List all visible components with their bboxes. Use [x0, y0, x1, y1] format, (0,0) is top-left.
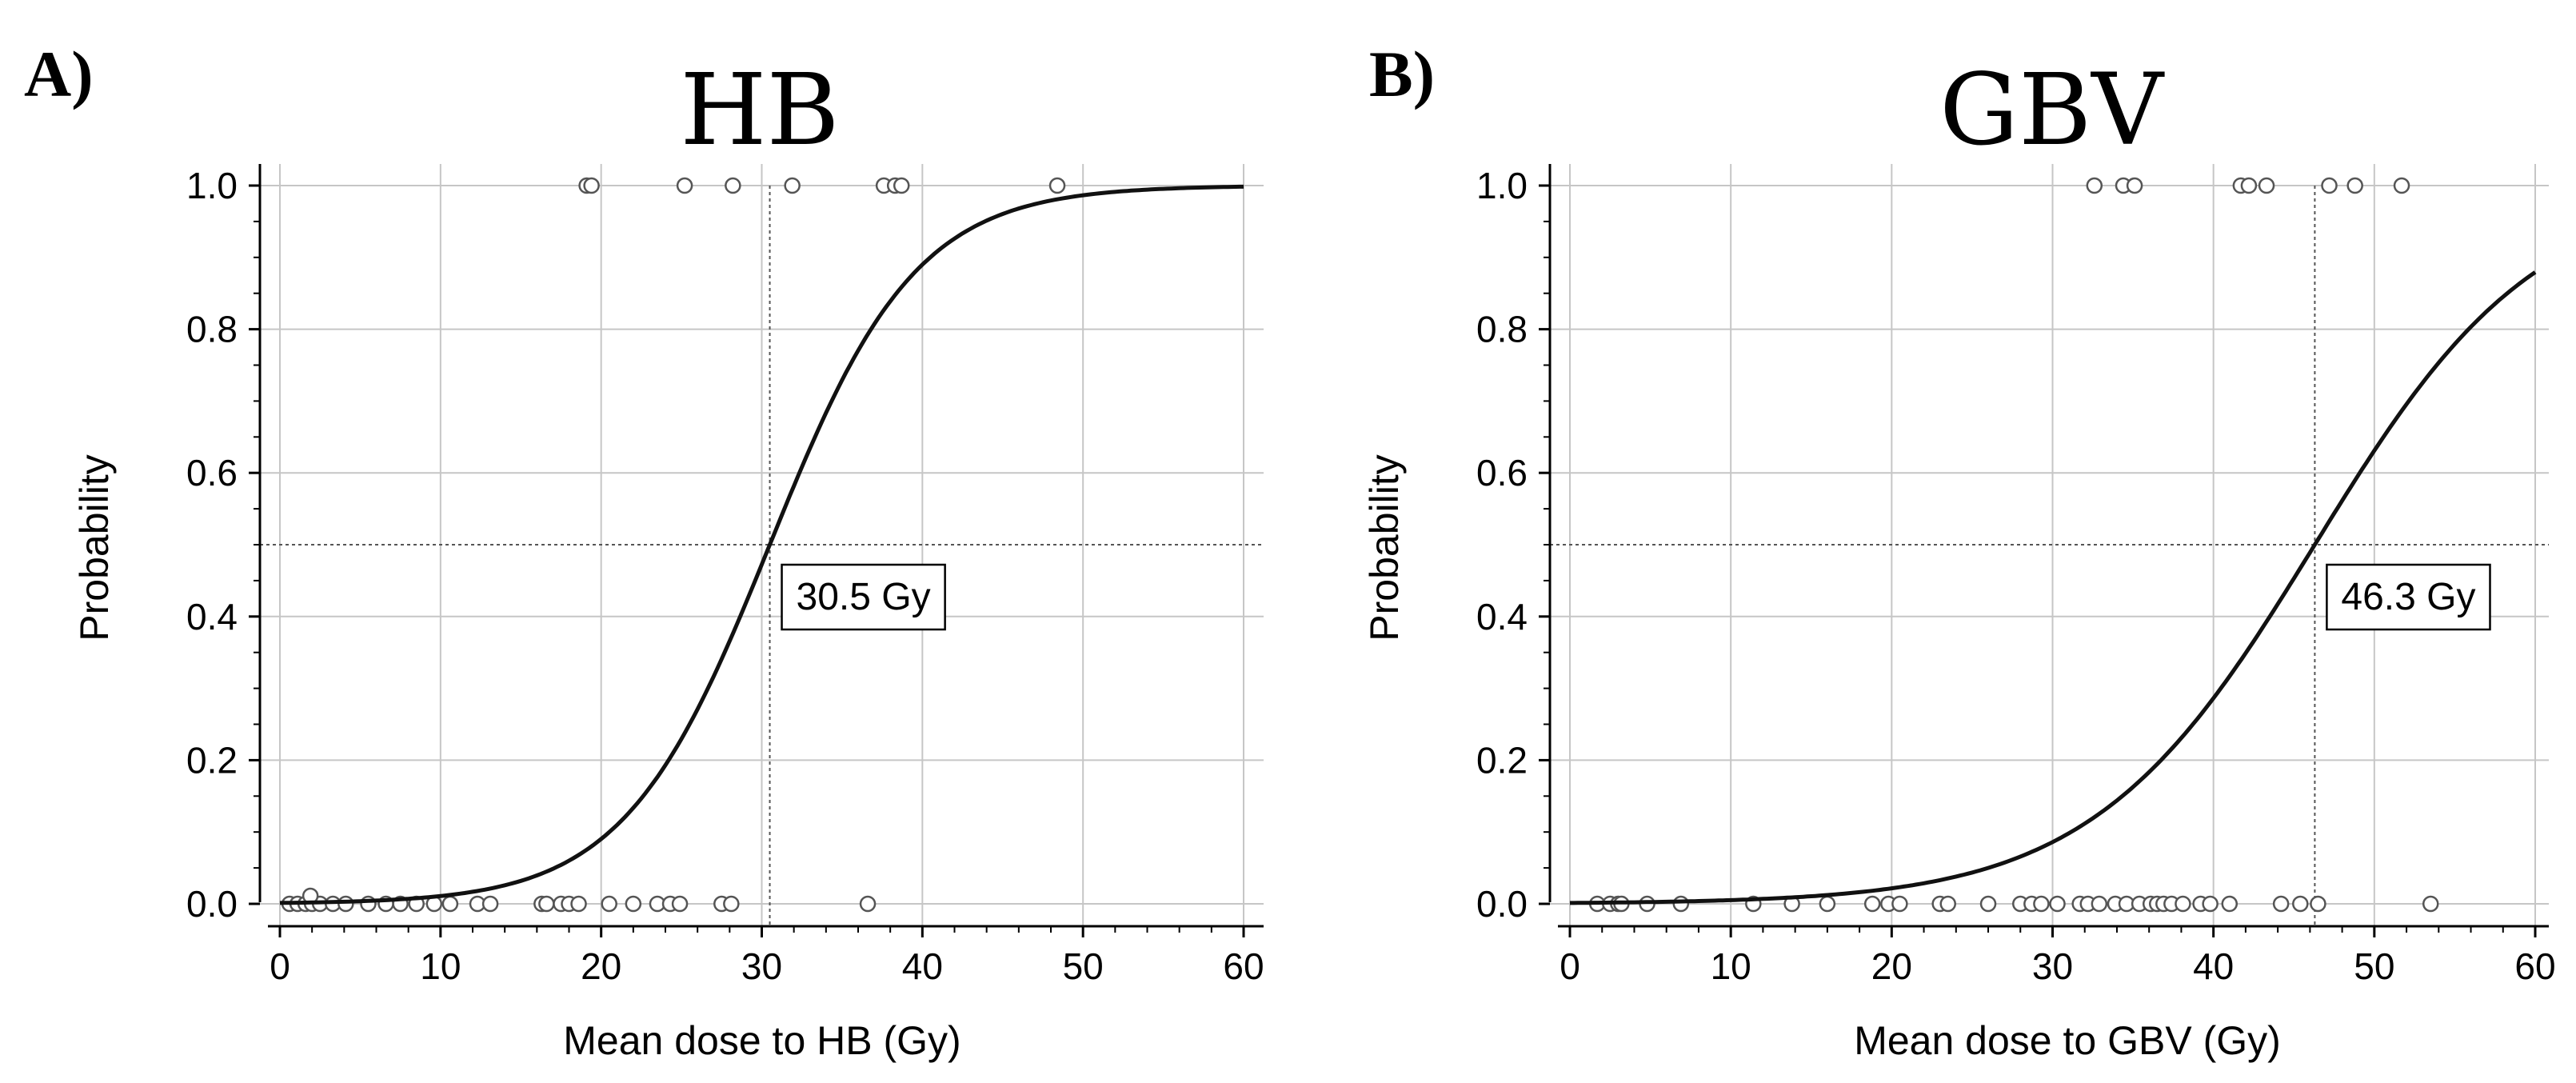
panel-a: A) HB 0 10 20 30 40 50 60 0.0 0.2 0.4 0.6 0.8 1.0 M…	[24, 38, 1264, 1063]
panel-b-nonevent-point	[1979, 895, 1997, 913]
panel-b-x-tick-label: 20	[1871, 945, 1912, 987]
panel-b-nonevent-point	[1939, 895, 1956, 913]
panel-b-y-tick-label: 0.0	[1476, 883, 1528, 925]
panel-a-x-tick-label: 60	[1223, 945, 1264, 987]
panel-a-y-tick-label: 0.6	[186, 452, 238, 494]
panel-b-y-axis-label: Probability	[1362, 454, 1407, 641]
panel-b-event-point	[2258, 177, 2275, 194]
panel-a-event-point	[893, 177, 910, 194]
panel-b-x-tick-label: 30	[2032, 945, 2073, 987]
panel-a-x-tick-label: 50	[1063, 945, 1104, 987]
panel-b-y-tick-label: 0.6	[1476, 452, 1528, 494]
panel-b-event-point	[2321, 177, 2338, 194]
panel-a-x-tick-label: 0	[270, 945, 290, 987]
panel-b-y-tick-label: 0.2	[1476, 739, 1528, 781]
panel-a-x-axis-label: Mean dose to HB (Gy)	[563, 1018, 961, 1063]
panel-a-y-tick-label: 0.0	[186, 883, 238, 925]
panel-a-nonevent-point	[337, 895, 354, 913]
panel-b-x-tick-label: 10	[1711, 945, 1751, 987]
panel-a-logistic-curve	[279, 184, 1244, 905]
panel-a-x-tick-label: 30	[741, 945, 782, 987]
panel-b-event-point	[2346, 177, 2363, 194]
panel-b-y-ticks: 0.0 0.2 0.4 0.6 0.8 1.0	[1476, 165, 1550, 925]
panel-a-nonevent-point	[859, 895, 877, 913]
panel-b-nonevent-point	[2310, 895, 2326, 913]
panel-a-axes-frame	[258, 164, 1264, 928]
panel-a-nonevent-point	[441, 895, 459, 913]
panel-a-x-tick-label: 10	[420, 945, 461, 987]
panel-b-nonevent-point	[2033, 895, 2050, 913]
panel-a-annotation-text: 30.5 Gy	[797, 576, 931, 618]
panel-b-nonevent-point	[2091, 895, 2108, 913]
panel-b-event-point	[2086, 177, 2103, 194]
panel-a-gridlines	[260, 164, 1264, 926]
panel-b-annotation-box	[2326, 563, 2491, 631]
panel-b-nonevent-point	[1891, 895, 1908, 913]
panel-a-threshold-lines	[260, 186, 1264, 926]
panel-b-nonevent-point	[2272, 895, 2290, 913]
panel-a-event-point	[583, 177, 600, 194]
panel-b-x-axis-label: Mean dose to GBV (Gy)	[1854, 1018, 2281, 1063]
panel-b-nonevent-point	[2221, 895, 2239, 913]
panel-a-nonevent-point	[723, 895, 740, 913]
panel-b-x-ticks: 0 10 20 30 40 50 60	[1560, 926, 2556, 987]
panel-b-y-tick-label: 0.4	[1476, 596, 1528, 637]
panel-b: B) GBV 0 10 20 30 40 50 60 0.00.20.40.60.81.0 …	[1362, 38, 2556, 1063]
panel-a-y-axis-label: Probability	[72, 454, 117, 641]
panel-b-event-point	[2240, 177, 2258, 194]
panel-a-nonevent-point	[481, 895, 499, 913]
panel-b-nonevent-point	[1672, 895, 1690, 913]
panel-a-nonevent-point	[570, 895, 587, 913]
panel-b-label: B)	[1369, 38, 1435, 110]
panel-b-x-tick-label: 0	[1560, 945, 1580, 987]
panel-b-x-tick-label: 50	[2354, 945, 2394, 987]
panel-b-nonevent-point	[2292, 895, 2309, 913]
panel-a-x-ticks: 0 10 20 30 40 50 60	[270, 926, 1264, 987]
panel-a-nonevent-point	[601, 895, 617, 913]
panel-a-annotation: 30.5 Gy	[781, 563, 946, 631]
panel-b-nonevent-point	[1863, 895, 1881, 913]
panel-b-event-point	[2126, 177, 2143, 194]
panel-b-x-tick-label: 60	[2514, 945, 2555, 987]
panel-b-nonevent-point	[2202, 895, 2219, 913]
panel-a-nonevent-point	[538, 895, 555, 913]
panel-b-y-tick-label: 1.0	[1476, 165, 1528, 206]
panel-a-x-tick-label: 20	[581, 945, 621, 987]
panel-b-nonevent-point	[2175, 895, 2191, 913]
panel-a-y-tick-label: 0.2	[186, 739, 238, 781]
panel-a-label: A)	[24, 38, 94, 110]
panel-a-y-tick-label: 0.4	[186, 596, 238, 637]
panel-a-nonevent-point	[625, 895, 642, 913]
panel-a-x-tick-label: 40	[902, 945, 943, 987]
panel-b-threshold-lines	[1550, 186, 2549, 926]
panel-b-nonevent-point	[1819, 895, 1836, 913]
panel-a-event-point	[725, 177, 741, 194]
panel-b-annotation-text: 46.3 Gy	[2341, 576, 2475, 618]
panel-a-annotation-box	[781, 563, 946, 631]
panel-b-y-tick-label: 0.8	[1476, 309, 1528, 350]
panel-b-title: GBV	[1939, 53, 2165, 168]
panel-a-y-tick-label: 1.0	[186, 165, 238, 206]
panel-b-event-point	[2393, 177, 2410, 194]
panel-a-y-tick-label: 0.8	[186, 309, 238, 350]
panel-a-title: HB	[680, 53, 839, 168]
panel-a-event-point	[1048, 177, 1066, 194]
panel-a-y-ticks: 0.0 0.2 0.4 0.6 0.8 1.0	[186, 165, 260, 925]
panel-a-nonevent-point	[671, 895, 689, 913]
panel-b-nonevent-point	[2422, 895, 2439, 913]
panel-a-event-point	[784, 177, 801, 194]
panel-a-event-point	[676, 177, 693, 194]
panel-b-nonevent-point	[2049, 895, 2066, 913]
panel-b-annotation: 46.3 Gy	[2326, 563, 2491, 631]
panel-b-logistic-curve	[1570, 270, 2537, 905]
panel-b-x-tick-label: 40	[2193, 945, 2234, 987]
